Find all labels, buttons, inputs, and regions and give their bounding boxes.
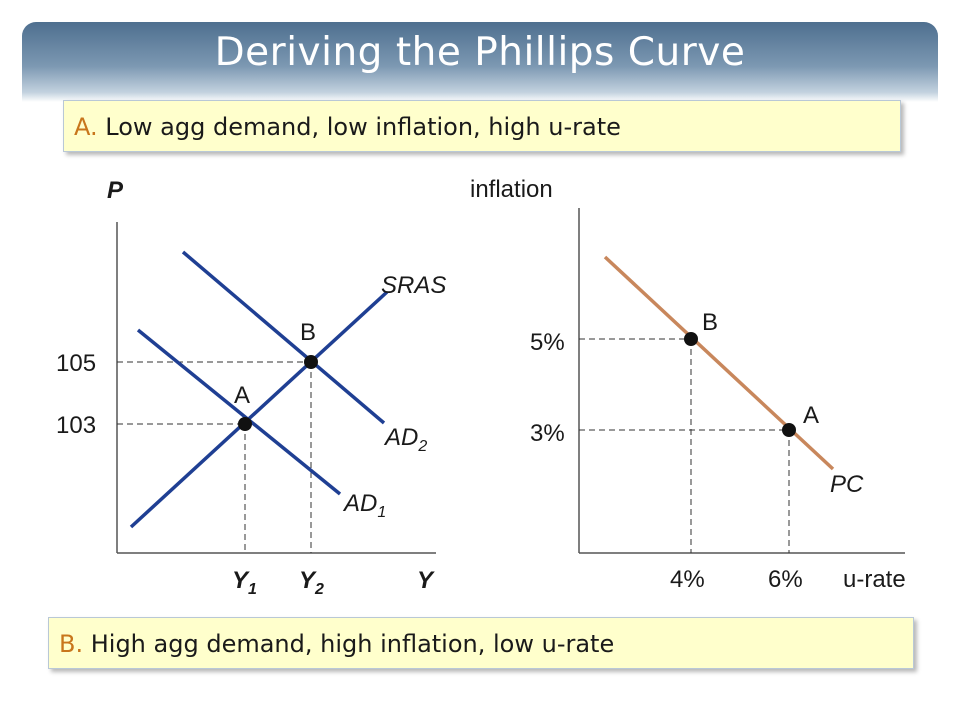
ad1-curve <box>136 328 342 496</box>
phillips-chart: inflation u-rate B A 5% 3% 4% 6% PC <box>470 176 906 593</box>
slide-title: Deriving the Phillips Curve <box>214 30 746 75</box>
ad1-label-main: AD <box>342 490 377 517</box>
x-tick-6pct: 6% <box>768 566 803 593</box>
point-a-left-label: A <box>234 382 250 409</box>
ad1-label-sub: 1 <box>377 504 386 521</box>
point-b-right <box>684 332 698 346</box>
ad2-curve <box>181 250 386 425</box>
right-y-axis-label: inflation <box>470 176 553 203</box>
callout-b-text: High agg demand, high inflation, low u-r… <box>90 630 615 658</box>
x-tick-4pct: 4% <box>670 566 705 593</box>
ad1-label: AD1 <box>342 490 386 521</box>
sras-label: SRAS <box>381 272 446 299</box>
y-tick-3pct: 3% <box>530 420 565 447</box>
point-a-right <box>782 423 796 437</box>
x-tick-y1-main: Y <box>232 567 250 594</box>
point-a-left <box>238 417 252 431</box>
callout-a-text: Low agg demand, low inflation, high u-ra… <box>105 113 621 141</box>
right-x-axis-label: u-rate <box>843 566 906 593</box>
x-tick-y1: Y1 <box>232 567 257 598</box>
x-tick-y2: Y2 <box>299 567 324 598</box>
callout-b: B. High agg demand, high inflation, low … <box>48 617 914 669</box>
y-tick-103: 103 <box>56 412 96 439</box>
pc-label: PC <box>830 471 864 498</box>
left-x-axis-label: Y <box>417 567 435 594</box>
x-tick-y1-sub: 1 <box>248 581 257 598</box>
callout-a: A. Low agg demand, low inflation, high u… <box>63 100 901 152</box>
callout-b-tag: B. <box>59 630 84 658</box>
callout-a-tag: A. <box>74 113 98 141</box>
point-b-left-label: B <box>300 319 316 346</box>
sras-curve <box>129 290 389 529</box>
point-b-left <box>304 355 318 369</box>
ad-as-chart: P Y B A 105 103 Y1 Y2 SRAS AD2 AD1 <box>56 177 446 598</box>
left-y-axis-label: P <box>107 177 124 204</box>
x-tick-y2-sub: 2 <box>314 581 324 598</box>
x-tick-y2-main: Y <box>299 567 317 594</box>
point-a-right-label: A <box>803 402 819 429</box>
pc-curve <box>603 255 835 471</box>
y-tick-105: 105 <box>56 350 96 377</box>
ad2-label-main: AD <box>383 424 418 451</box>
ad2-label: AD2 <box>383 424 427 455</box>
point-b-right-label: B <box>702 309 718 336</box>
y-tick-5pct: 5% <box>530 329 565 356</box>
title-banner <box>22 22 938 102</box>
ad2-label-sub: 2 <box>417 438 427 455</box>
